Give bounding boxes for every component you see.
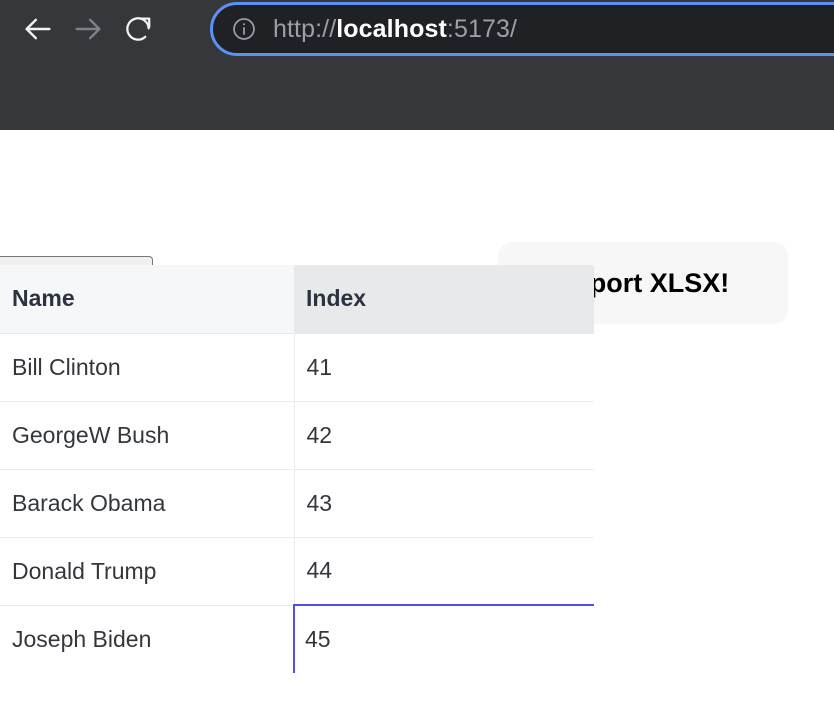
table-header-row: Name Index <box>0 265 594 334</box>
table-row[interactable]: Barack Obama 43 <box>0 469 594 538</box>
presidents-table: Name Index Bill Clinton 41 GeorgeW Bush … <box>0 265 594 673</box>
address-bar-url[interactable]: http://localhost:5173/ <box>273 15 517 44</box>
cell-name[interactable]: GeorgeW Bush <box>0 401 295 470</box>
cell-name[interactable]: Joseph Biden <box>0 605 295 673</box>
address-bar[interactable]: http://localhost:5173/ <box>210 2 834 56</box>
column-header-index[interactable]: Index <box>294 265 594 334</box>
table-row[interactable]: Joseph Biden 45 <box>0 604 594 673</box>
table-row[interactable]: GeorgeW Bush 42 <box>0 401 594 470</box>
back-button[interactable] <box>16 7 60 51</box>
table-row[interactable]: Bill Clinton 41 <box>0 333 594 402</box>
table-header: Name Index <box>0 265 594 334</box>
cell-name[interactable]: Bill Clinton <box>0 333 295 402</box>
cell-index[interactable]: 44 <box>294 537 594 606</box>
url-path: / <box>509 14 518 43</box>
reload-button[interactable] <box>116 7 160 51</box>
url-host: localhost <box>336 14 447 43</box>
forward-button[interactable] <box>66 7 110 51</box>
browser-nav-row <box>0 0 834 58</box>
arrow-left-icon <box>21 12 55 46</box>
column-header-name[interactable]: Name <box>0 265 294 334</box>
reload-icon <box>122 13 154 45</box>
page-viewport: Choose File No file chosen Export XLSX! … <box>0 130 834 704</box>
url-scheme: http:// <box>273 14 337 43</box>
cell-name[interactable]: Donald Trump <box>0 537 295 606</box>
browser-chrome: http://localhost:5173/ <box>0 0 834 130</box>
cell-name[interactable]: Barack Obama <box>0 469 295 538</box>
cell-index-selected[interactable]: 45 <box>293 604 594 673</box>
table-body: Bill Clinton 41 GeorgeW Bush 42 Barack O… <box>0 333 594 673</box>
cell-index[interactable]: 43 <box>294 469 594 538</box>
url-port: :5173 <box>446 14 510 43</box>
cell-index[interactable]: 42 <box>294 401 594 470</box>
info-circle-icon[interactable] <box>231 16 257 42</box>
table-row[interactable]: Donald Trump 44 <box>0 537 594 606</box>
arrow-right-icon <box>71 12 105 46</box>
cell-index[interactable]: 41 <box>294 333 594 402</box>
